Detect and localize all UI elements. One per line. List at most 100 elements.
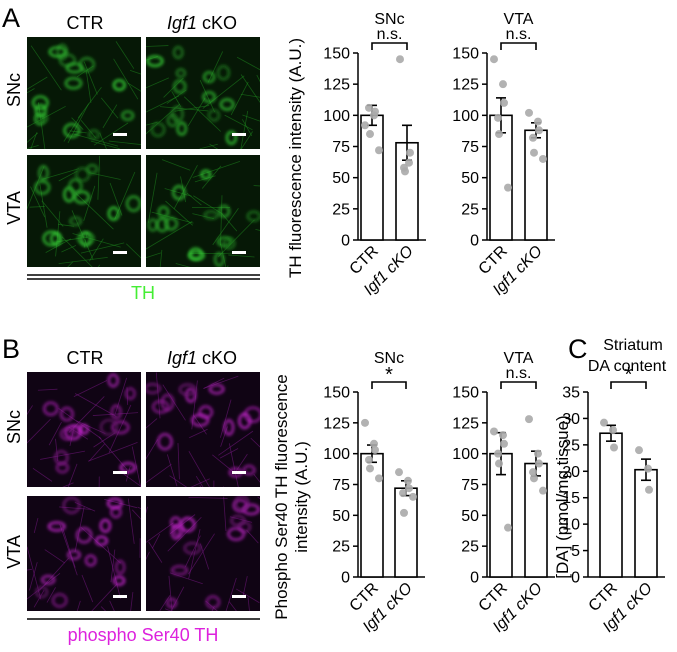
data-point bbox=[535, 126, 543, 135]
y-tick-label: 25 bbox=[461, 539, 479, 556]
y-tick-label: 125 bbox=[452, 415, 479, 432]
data-point bbox=[401, 167, 409, 176]
data-point bbox=[405, 158, 413, 167]
panel-a-col-ctr: CTR bbox=[67, 13, 104, 33]
y-tick-label: 0 bbox=[341, 570, 350, 587]
data-point bbox=[361, 418, 369, 427]
data-point bbox=[525, 108, 533, 117]
significance-bracket bbox=[500, 381, 537, 389]
data-point bbox=[525, 415, 533, 424]
scale-bar bbox=[232, 251, 246, 254]
data-point bbox=[644, 464, 652, 473]
micrograph-a-vta-ctr bbox=[27, 155, 141, 267]
panel-c-title-line2: DA content bbox=[588, 358, 667, 375]
panel-b-letter: B bbox=[2, 334, 20, 364]
data-point bbox=[409, 492, 417, 501]
chart-title: SNc bbox=[374, 350, 404, 367]
micrograph-b-snc-cko bbox=[146, 372, 260, 487]
panel-a-stain-label: TH bbox=[131, 283, 155, 303]
bar bbox=[634, 468, 658, 578]
data-point bbox=[375, 474, 383, 483]
data-point bbox=[504, 523, 512, 532]
y-tick-label: 75 bbox=[332, 139, 350, 156]
y-tick-label: 10 bbox=[562, 517, 580, 534]
bar bbox=[394, 487, 418, 578]
data-point bbox=[400, 508, 408, 517]
data-point bbox=[494, 113, 502, 122]
chart-title: VTA bbox=[504, 11, 534, 28]
bar bbox=[360, 452, 384, 578]
significance-bracket bbox=[371, 381, 407, 389]
panel-b-stain-label: phospho Ser40 TH bbox=[68, 625, 219, 645]
y-tick-label: 25 bbox=[461, 201, 479, 218]
scale-bar bbox=[232, 133, 246, 136]
data-point bbox=[500, 98, 508, 107]
y-tick-label: 0 bbox=[571, 570, 580, 587]
scale-bar bbox=[113, 595, 127, 598]
panel-b-col-cko: Igf1 cKO bbox=[167, 348, 237, 368]
y-tick-label: 50 bbox=[332, 508, 350, 525]
panel-c-letter: C bbox=[568, 334, 588, 364]
data-point bbox=[404, 476, 412, 485]
y-tick-label: 35 bbox=[562, 385, 580, 402]
y-tick-label: 100 bbox=[323, 108, 350, 125]
data-point bbox=[399, 489, 407, 498]
panel-a-row-vta: VTA bbox=[4, 191, 24, 225]
data-point bbox=[530, 148, 538, 157]
data-point bbox=[371, 107, 379, 116]
data-point bbox=[600, 418, 608, 427]
panel-a-letter: A bbox=[2, 3, 20, 33]
data-point bbox=[530, 474, 538, 483]
significance-label: n.s. bbox=[377, 26, 403, 43]
significance-bracket bbox=[500, 42, 537, 50]
data-point bbox=[534, 449, 542, 458]
y-tick-label: 25 bbox=[332, 201, 350, 218]
data-point bbox=[375, 146, 383, 155]
panel-a-images: A CTR Igf1 cKO SNc VTA TH bbox=[2, 3, 260, 303]
significance-label: n.s. bbox=[506, 26, 532, 43]
data-point bbox=[365, 455, 373, 464]
y-tick-label: 0 bbox=[470, 570, 479, 587]
panel-b-ylabel-line2: intensity (A.U.) bbox=[292, 441, 311, 552]
data-point bbox=[504, 183, 512, 192]
scale-bar bbox=[113, 251, 127, 254]
y-tick-label: 100 bbox=[452, 446, 479, 463]
data-point bbox=[635, 446, 643, 455]
data-point bbox=[494, 449, 502, 458]
y-tick-label: 150 bbox=[452, 46, 479, 63]
data-point bbox=[610, 443, 618, 452]
data-point bbox=[361, 121, 369, 130]
significance-label: * bbox=[625, 364, 633, 386]
micrograph-b-snc-ctr bbox=[27, 372, 141, 487]
y-tick-label: 20 bbox=[562, 464, 580, 481]
panel-b-col-ctr: CTR bbox=[67, 348, 104, 368]
y-tick-label: 125 bbox=[323, 415, 350, 432]
y-tick-label: 100 bbox=[323, 446, 350, 463]
y-tick-label: 125 bbox=[323, 77, 350, 94]
micrograph-b-vta-cko bbox=[146, 496, 260, 611]
y-tick-label: 50 bbox=[461, 170, 479, 187]
scale-bar bbox=[113, 471, 127, 474]
significance-bracket bbox=[610, 381, 647, 389]
y-tick-label: 25 bbox=[562, 437, 580, 454]
panel-b-row-snc: SNc bbox=[4, 410, 24, 444]
data-point bbox=[499, 431, 507, 440]
y-tick-label: 15 bbox=[562, 490, 580, 507]
data-point bbox=[395, 468, 403, 477]
micrograph-b-vta-ctr bbox=[27, 496, 141, 611]
panel-a-row-snc: SNc bbox=[4, 73, 24, 107]
panel-b-row-vta: VTA bbox=[4, 535, 24, 569]
y-tick-label: 75 bbox=[461, 477, 479, 494]
data-point bbox=[490, 55, 498, 64]
panel-c-title-line1: Striatum bbox=[603, 337, 663, 354]
micrograph-a-snc-cko bbox=[146, 37, 260, 149]
panel-b-ylabel-line1: Phospho Ser40 TH fluorescence bbox=[272, 374, 291, 619]
y-tick-label: 0 bbox=[341, 233, 350, 250]
y-tick-label: 100 bbox=[452, 108, 479, 125]
scale-bar bbox=[113, 133, 127, 136]
